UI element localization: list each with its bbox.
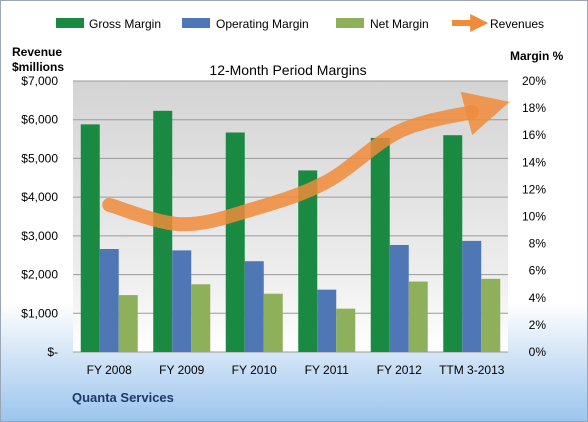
bar-net-margin-fy-2008 <box>118 295 138 352</box>
left-axis-label-line1: Revenue <box>12 45 62 59</box>
left-tick-label: $2,000 <box>21 268 58 282</box>
right-axis-label: Margin % <box>510 49 564 63</box>
right-tick-label: 2% <box>529 318 547 332</box>
bar-gross-margin-fy-2012 <box>370 137 390 352</box>
legend-swatch-operating-margin <box>182 18 210 28</box>
right-tick-label: 18% <box>522 101 546 115</box>
bar-gross-margin-fy-2009 <box>153 110 173 352</box>
bar-gross-margin-fy-2011 <box>298 170 318 352</box>
left-tick-label: $3,000 <box>21 229 58 243</box>
left-tick-label: $7,000 <box>21 74 58 88</box>
right-tick-label: 10% <box>522 210 546 224</box>
bar-operating-margin-fy-2008 <box>99 249 119 352</box>
x-tick-label: FY 2011 <box>305 363 350 377</box>
right-tick-label: 14% <box>522 155 546 169</box>
right-tick-label: 6% <box>529 264 547 278</box>
legend-swatch-gross-margin <box>56 18 84 28</box>
chart-title: 12-Month Period Margins <box>209 62 366 78</box>
x-tick-label: FY 2008 <box>87 363 132 377</box>
bar-net-margin-ttm-3-2013 <box>481 278 501 352</box>
right-tick-label: 20% <box>522 74 546 88</box>
right-tick-label: 0% <box>529 345 547 359</box>
x-tick-label: FY 2009 <box>159 363 204 377</box>
bar-operating-margin-ttm-3-2013 <box>462 240 482 352</box>
bar-operating-margin-fy-2012 <box>389 244 409 352</box>
gridlines <box>73 80 508 353</box>
left-tick-label: $4,000 <box>21 190 58 204</box>
x-tick-label: FY 2012 <box>377 363 422 377</box>
right-tick-label: 4% <box>529 291 547 305</box>
left-tick-label: $6,000 <box>21 113 58 127</box>
x-tick-label: TTM 3-2013 <box>439 363 505 377</box>
footer-company: Quanta Services <box>72 390 174 405</box>
bar-net-margin-fy-2010 <box>263 293 283 352</box>
bar-operating-margin-fy-2009 <box>172 250 192 352</box>
bar-gross-margin-ttm-3-2013 <box>443 135 463 352</box>
bar-gross-margin-fy-2008 <box>80 124 100 352</box>
bar-net-margin-fy-2009 <box>191 284 211 352</box>
legend-label-gross-margin: Gross Margin <box>89 17 161 31</box>
bars <box>80 110 501 352</box>
bar-operating-margin-fy-2011 <box>317 289 337 352</box>
left-axis-label-line2: $millions <box>12 60 64 74</box>
revenues-line <box>102 91 510 232</box>
left-tick-label: $5,000 <box>21 151 58 165</box>
right-tick-label: 16% <box>522 128 546 142</box>
legend: Gross Margin Operating Margin Net Margin… <box>56 14 544 32</box>
bar-gross-margin-fy-2010 <box>225 132 245 352</box>
bar-operating-margin-fy-2010 <box>244 261 264 352</box>
right-axis-ticks: 0% 2% 4% 6% 8% 10% 12% 14% 16% 18% 20% <box>522 74 546 359</box>
legend-label-revenues: Revenues <box>490 17 544 31</box>
right-tick-label: 12% <box>522 182 546 196</box>
legend-swatch-net-margin <box>336 18 364 28</box>
bar-net-margin-fy-2011 <box>336 308 356 352</box>
left-tick-label: $1,000 <box>21 306 58 320</box>
right-tick-label: 8% <box>529 237 547 251</box>
legend-label-operating-margin: Operating Margin <box>216 17 309 31</box>
legend-label-net-margin: Net Margin <box>370 17 429 31</box>
bar-net-margin-fy-2012 <box>408 281 428 352</box>
x-tick-label: FY 2010 <box>232 363 277 377</box>
left-axis-ticks: $- $1,000 $2,000 $3,000 $4,000 $5,000 $6,000 $7… <box>21 74 58 359</box>
left-tick-label: $- <box>47 345 58 359</box>
x-axis-ticks: FY 2008 FY 2009 FY 2010 FY 2011 FY 2012 TTM 3… <box>87 363 505 377</box>
